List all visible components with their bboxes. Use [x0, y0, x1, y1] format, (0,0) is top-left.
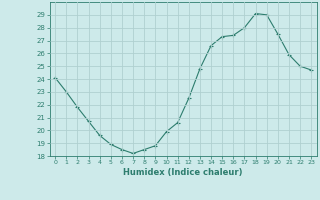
- X-axis label: Humidex (Indice chaleur): Humidex (Indice chaleur): [124, 168, 243, 177]
